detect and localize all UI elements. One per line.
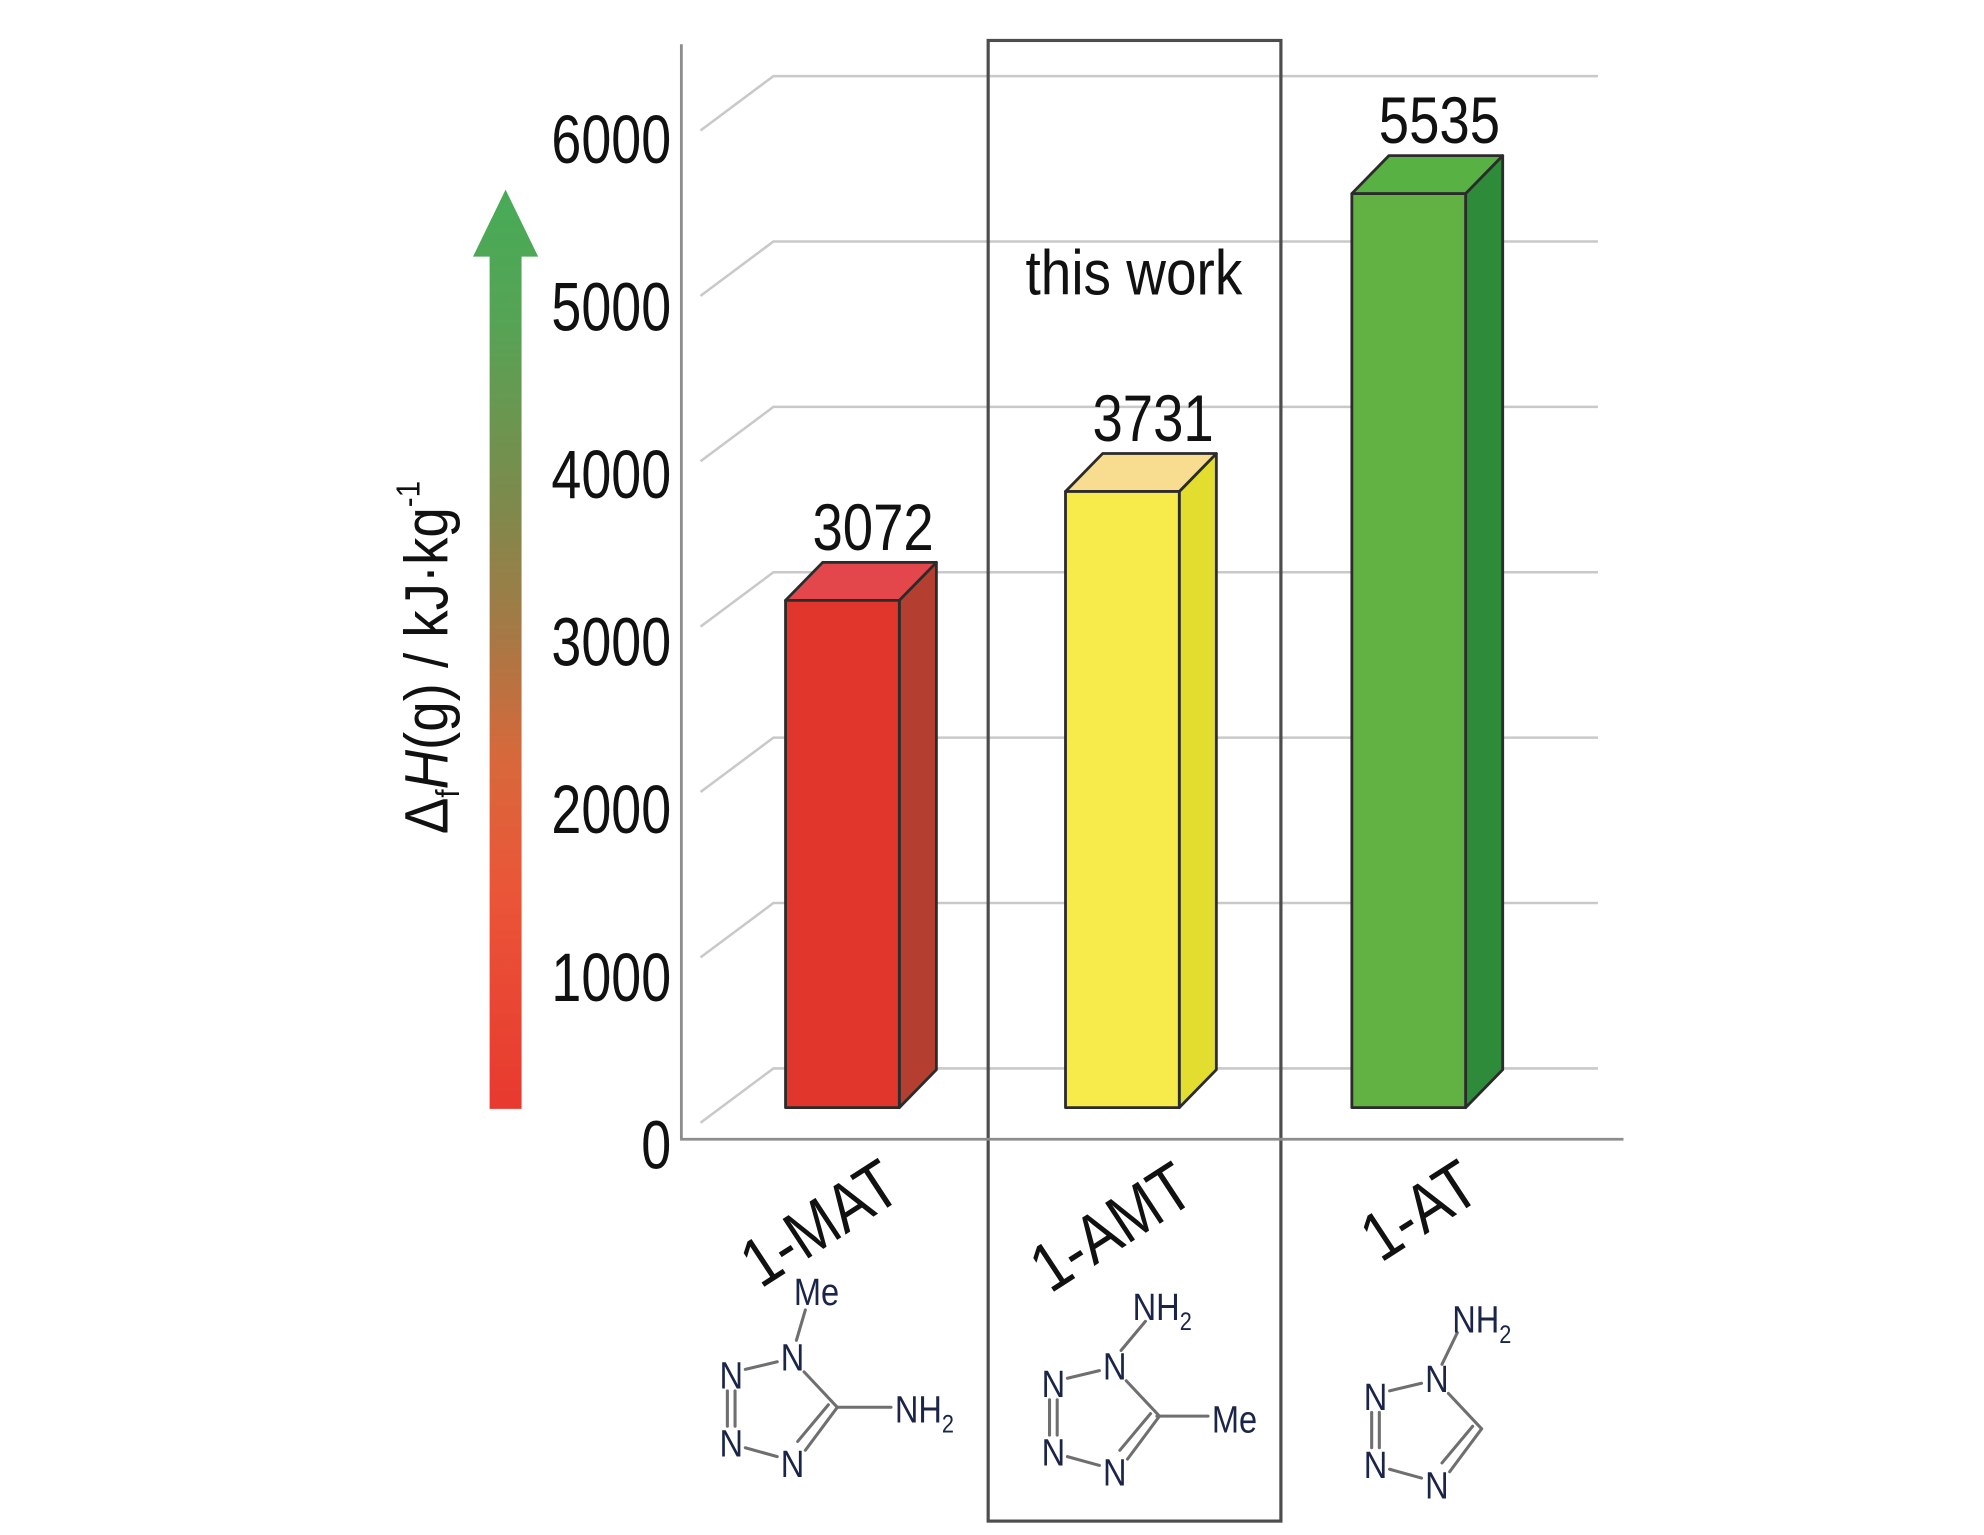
bond-line [1065,1369,1101,1380]
bond-line [1446,1391,1484,1431]
bar-side-face [897,561,938,1110]
bond-line [743,1446,779,1459]
bond-line [1440,1331,1459,1366]
y-tick-label: 6000 [551,102,671,179]
y-tick-label: 5000 [551,270,671,347]
bar-side-face [1177,452,1218,1110]
y-axis-label-units: (g) / kJ·kg [392,507,461,750]
bond-line [743,1360,779,1371]
substituent-label-text: NH [1133,1287,1180,1329]
ring-atom-label: N [1364,1445,1388,1487]
substituent-label: NH2 [1452,1299,1511,1348]
y-axis-label-delta: Δ [392,798,461,834]
substituent-label: Me [794,1272,839,1314]
bond-line [1065,1455,1101,1467]
y-axis-label-italic: H [392,750,461,789]
y-tick-label: 3000 [551,605,671,682]
ring-atom-label: N [1425,1359,1449,1401]
y-tick-labels: 0 1000 2000 3000 4000 5000 6000 [551,102,671,1184]
ring-atom-label: N [781,1444,805,1486]
y-tick-label: 2000 [551,772,671,849]
bar-side-face [1464,154,1505,1110]
bond-line [803,1405,839,1452]
bond-line [1125,1414,1161,1461]
bar-front-face [1350,192,1468,1110]
y-tick-label: 1000 [551,940,671,1017]
category-label: 1-AMT [1017,1148,1207,1307]
y-axis-label-superscript: -1 [390,481,427,507]
bond-line [1119,1319,1147,1352]
y-axis-label: ΔfH(g) / kJ·kg-1 [390,481,467,834]
gridline [699,901,1598,959]
y-tick-label: 4000 [551,437,671,514]
substituent-label-text: NH [1452,1299,1499,1341]
ring-atom-label: N [1103,1346,1127,1388]
y-tick-label: 0 [641,1107,671,1184]
gridline [699,571,1598,628]
ring-atom-label: N [781,1337,805,1379]
gridline [699,240,1598,297]
bond-line [1124,1379,1161,1418]
bar: 3072 [784,490,938,1110]
category-labels: 1-MAT 1-AMT 1-AT [727,1145,1492,1306]
substituent-label: NH2 [895,1389,954,1438]
bond-line [1440,1424,1475,1465]
substituent-label-subscript: 2 [1180,1308,1192,1336]
gridline [699,1067,1598,1124]
substituent-label: Me [1212,1399,1257,1441]
gridline [699,74,1598,132]
bond-line [1388,1381,1424,1393]
bars: 3072 3731 5535 [784,83,1505,1110]
category-label: 1-AT [1347,1146,1492,1276]
substituent-label-text: NH [895,1389,942,1431]
substituent-label-subscript: 2 [1499,1320,1511,1348]
bar: 3731 [1064,381,1218,1110]
ring-atom-label: N [1042,1432,1066,1474]
highlight-label: this work [1025,237,1242,309]
bar-front-face [1064,490,1181,1110]
bond-line [1118,1412,1153,1452]
bond-line [802,1370,839,1409]
ring-atom-label: N [1042,1364,1066,1406]
data-label: 3072 [812,490,933,564]
substituent-label-subscript: 2 [942,1410,954,1438]
bond-line [796,1403,830,1443]
substituent-label-text: Me [1212,1399,1257,1441]
gridline [699,736,1598,794]
ring-atom-label: N [1103,1452,1127,1494]
ring-atom-label: N [719,1423,743,1465]
data-label: 3731 [1092,381,1213,455]
bar: 5535 [1350,83,1505,1110]
energy-gradient-arrow-icon [472,189,539,1109]
ring-atom-label: N [1364,1377,1388,1419]
bond-line [1388,1467,1424,1480]
bond-line [1448,1427,1484,1474]
substituent-label: NH2 [1133,1287,1192,1336]
gridlines [699,74,1598,1124]
ring-atom-label: N [719,1355,743,1397]
data-label: 5535 [1379,83,1500,157]
substituent-label-text: Me [794,1272,839,1314]
highlight-box [986,38,1283,1523]
y-axis-label-subscript: f [429,789,466,797]
bond-line [794,1308,807,1342]
ring-atom-label: N [1425,1465,1449,1507]
gridline [699,405,1598,463]
bar-front-face [784,598,901,1110]
